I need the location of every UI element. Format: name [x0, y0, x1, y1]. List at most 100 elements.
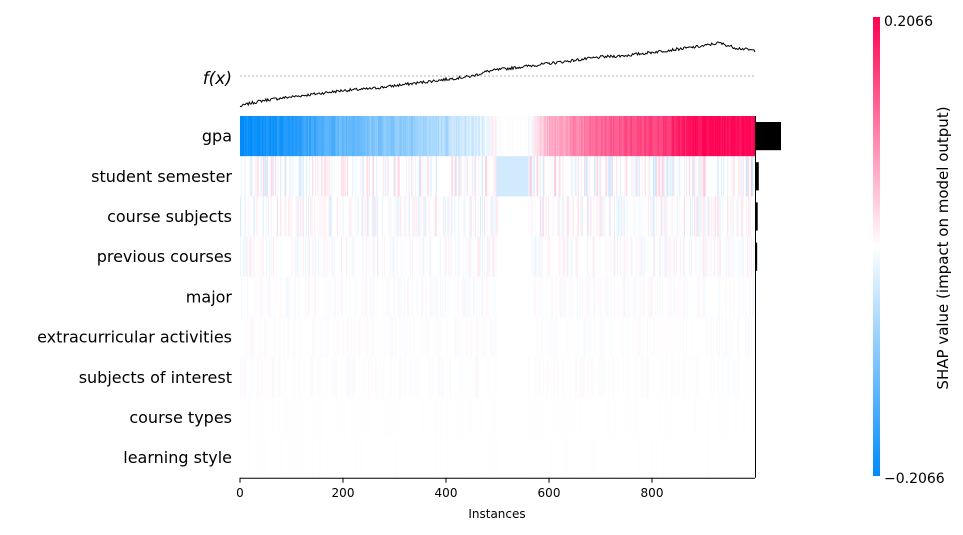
heatmap-cell [749, 357, 752, 398]
heatmap-cell [302, 397, 305, 438]
heatmap-cell [636, 357, 638, 398]
heatmap-cell [656, 116, 658, 157]
heatmap-cell [682, 397, 685, 438]
heatmap-cell [729, 276, 731, 318]
heatmap-cell [709, 437, 712, 479]
heatmap-cell [579, 276, 582, 318]
heatmap-cell [727, 116, 729, 157]
heatmap-cell [401, 236, 404, 278]
heatmap-cell [268, 156, 271, 197]
heatmap-cell [647, 357, 650, 398]
heatmap-cell [622, 397, 624, 438]
heatmap-cell [473, 156, 476, 197]
heatmap-cell [366, 397, 369, 438]
heatmap-cell [629, 196, 631, 237]
heatmap-cell [580, 437, 583, 479]
heatmap-cell [259, 317, 261, 358]
heatmap-cell [250, 116, 252, 157]
heatmap-cell [620, 437, 622, 479]
heatmap-cell [541, 437, 544, 479]
heatmap-cell [321, 236, 323, 278]
heatmap-cell [576, 236, 579, 278]
heatmap-cell [615, 397, 618, 438]
heatmap-cell [634, 236, 636, 278]
heatmap-cell [675, 156, 678, 197]
heatmap-cell [681, 276, 684, 318]
heatmap-cell [620, 397, 622, 438]
heatmap-cell [585, 116, 587, 157]
heatmap-cell [543, 156, 546, 197]
heatmap-cell [243, 357, 245, 398]
heatmap-cell [622, 357, 624, 398]
heatmap-cell [388, 397, 390, 438]
heatmap-cell [518, 196, 520, 237]
heatmap-cell [631, 317, 633, 358]
heatmap-cell [523, 236, 525, 278]
heatmap-cell [637, 156, 640, 197]
heatmap-cell [731, 317, 733, 358]
heatmap-cell [294, 397, 297, 438]
heatmap-cell [541, 156, 544, 197]
heatmap-cell [530, 196, 532, 237]
heatmap-cell [456, 317, 458, 358]
heatmap-cell [652, 397, 654, 438]
heatmap-cell [466, 196, 469, 237]
heatmap-cell [585, 317, 587, 358]
heatmap-cell [352, 156, 354, 197]
heatmap-cell [530, 357, 532, 398]
heatmap-cell [499, 196, 501, 237]
heatmap-cell [466, 116, 469, 157]
heatmap-cell [690, 156, 692, 197]
heatmap-cell [508, 116, 511, 157]
heatmap-cell [505, 156, 508, 197]
heatmap-cell [315, 236, 317, 278]
heatmap-cell [672, 357, 675, 398]
heatmap-cell [743, 276, 746, 318]
heatmap-cell [708, 276, 711, 318]
heatmap-cell [300, 437, 303, 479]
heatmap-cell [495, 156, 497, 197]
heatmap-cell [595, 397, 597, 438]
heatmap-cell [302, 357, 305, 398]
heatmap-cell [287, 236, 289, 278]
heatmap-cell [488, 437, 490, 479]
heatmap-cell [640, 156, 643, 197]
heatmap-cell [413, 357, 415, 398]
heatmap-cell [657, 196, 659, 237]
heatmap-cell [464, 437, 466, 479]
heatmap-cell [349, 236, 351, 278]
heatmap-cell [662, 437, 664, 479]
heatmap-cell [534, 317, 537, 358]
heatmap-cell [657, 236, 659, 278]
heatmap-cell [415, 196, 417, 237]
heatmap-cell [697, 276, 699, 318]
heatmap-cell [497, 437, 499, 479]
heatmap-cell [462, 357, 464, 398]
heatmap-cell [416, 437, 418, 479]
heatmap-cell [439, 236, 442, 278]
heatmap-cell [603, 357, 606, 398]
heatmap-cell [453, 236, 455, 278]
heatmap-cell [712, 236, 715, 278]
heatmap-cell [416, 276, 418, 318]
heatmap-cell [595, 236, 597, 278]
heatmap-cell [495, 276, 497, 318]
heatmap-cell [375, 317, 378, 358]
heatmap-cell [250, 397, 252, 438]
heatmap-cell [433, 437, 436, 479]
heatmap-cell [699, 317, 701, 358]
heatmap-cell [322, 276, 324, 318]
heatmap-cell [642, 357, 645, 398]
heatmap-cell [516, 437, 518, 479]
heatmap-cell [668, 276, 670, 318]
heatmap-cell [298, 397, 301, 438]
heatmap-cell [320, 156, 322, 197]
heatmap-cell [527, 317, 529, 358]
heatmap-cell [450, 116, 452, 157]
heatmap-cell [355, 116, 357, 157]
heatmap-cell [269, 116, 272, 157]
heatmap-cell [242, 116, 244, 157]
heatmap-cell [746, 397, 749, 438]
heatmap-cell [347, 116, 349, 157]
heatmap-cell [725, 437, 727, 479]
